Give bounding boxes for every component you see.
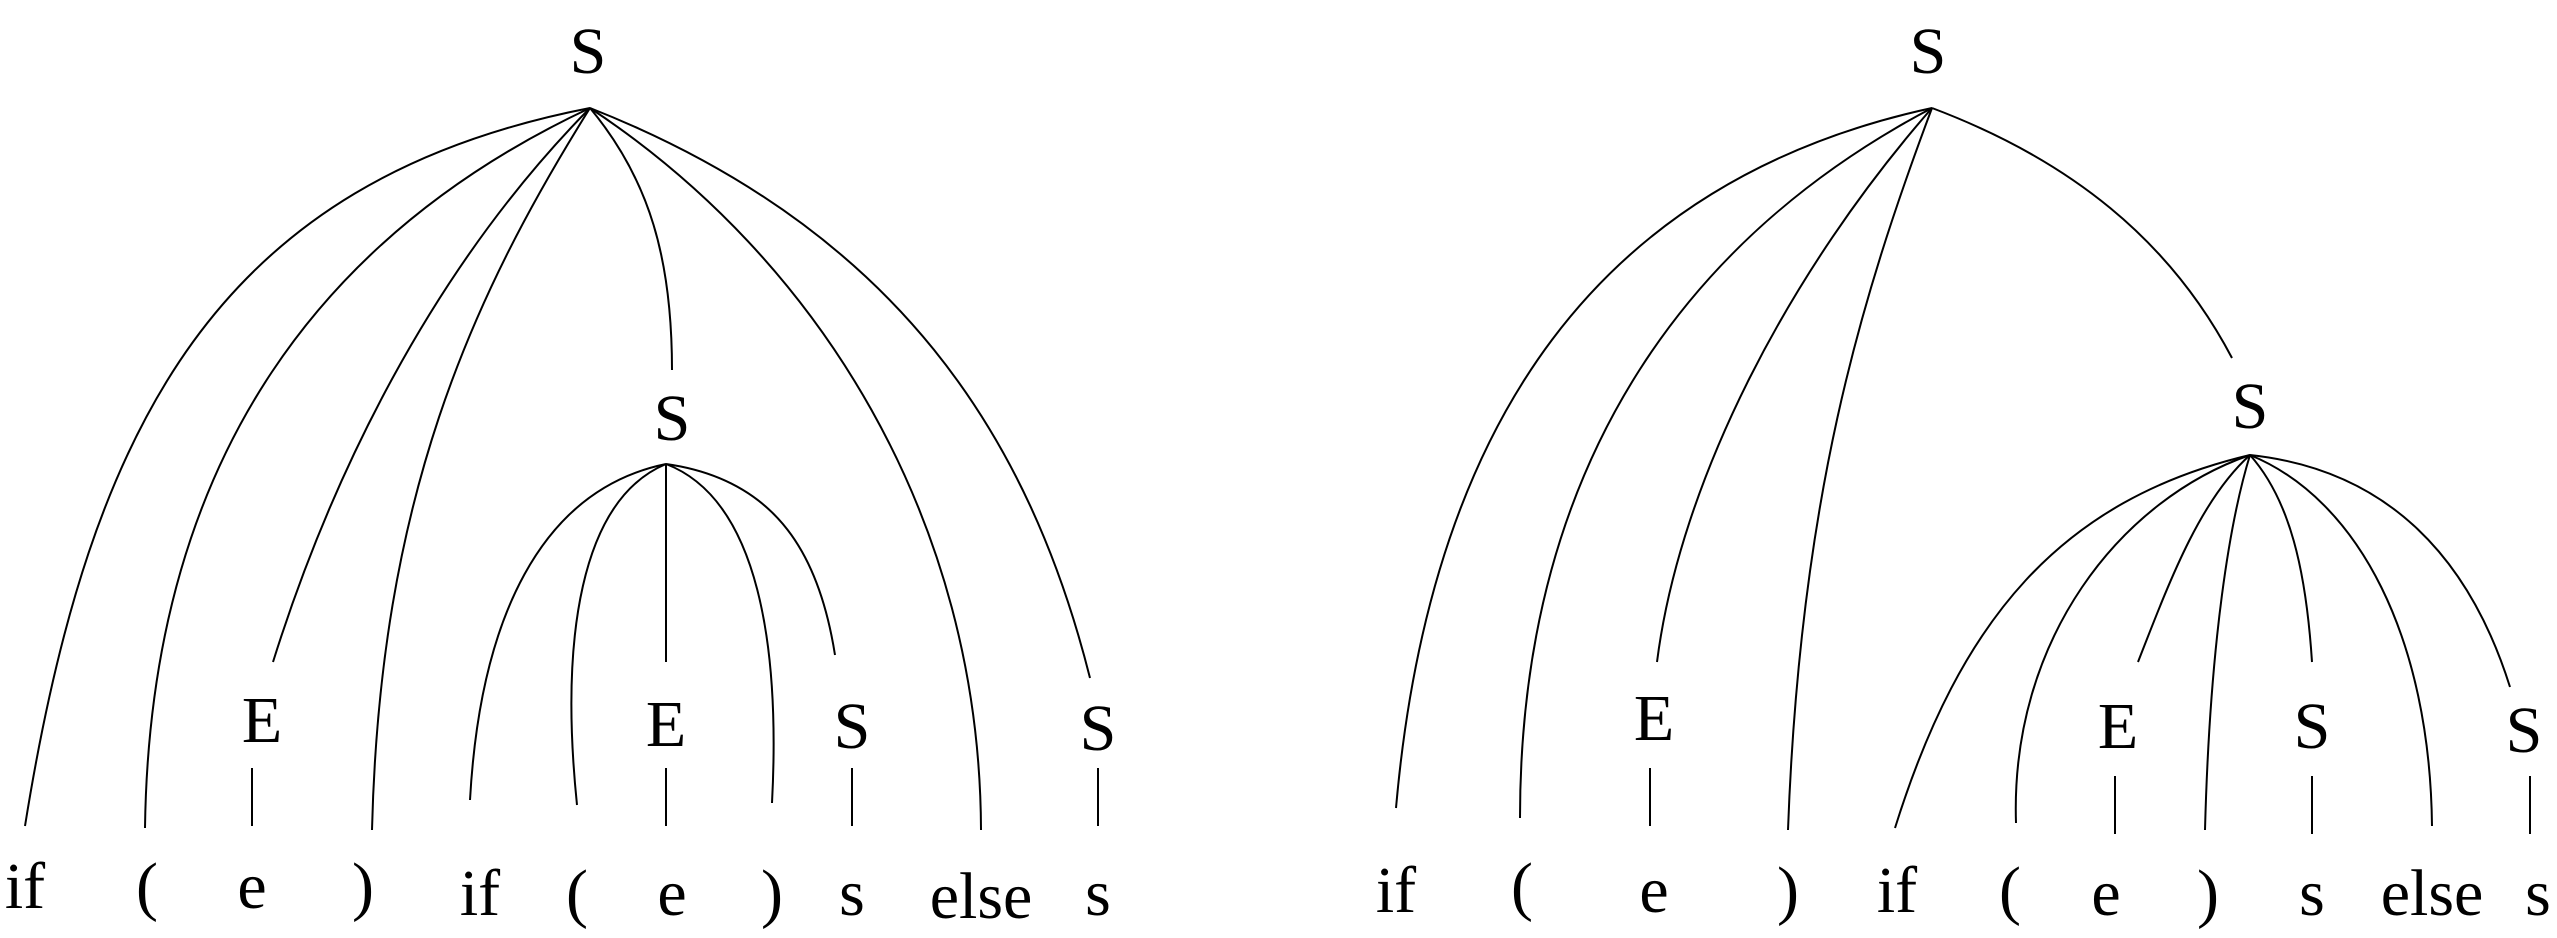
edge — [1894, 454, 2251, 829]
e-label: E — [646, 688, 686, 761]
token-rparen: ) — [761, 857, 783, 930]
token-if: if — [1877, 854, 1917, 927]
edge — [589, 107, 982, 831]
token-lparen: ( — [136, 850, 158, 923]
edge — [24, 107, 591, 827]
edge — [272, 107, 591, 663]
token-e: e — [657, 857, 686, 930]
root-s-label: S — [570, 15, 607, 88]
token-s: s — [839, 857, 865, 930]
edge — [2014, 454, 2251, 824]
token-e: e — [2091, 857, 2120, 930]
token-rparen: ) — [352, 850, 374, 923]
token-rparen: ) — [1777, 854, 1799, 927]
edge — [2204, 454, 2251, 831]
s-label: S — [2506, 694, 2543, 767]
root-s-label: S — [1910, 15, 1947, 88]
edge — [2249, 454, 2433, 827]
e-label: E — [242, 684, 282, 757]
s-label: S — [2294, 690, 2331, 763]
token-else: else — [2381, 857, 2484, 930]
token-lparen: ( — [1999, 854, 2021, 927]
token-lparen: ( — [566, 857, 588, 930]
token-if: if — [5, 850, 45, 923]
token-lparen: ( — [1511, 850, 1533, 923]
edge — [665, 463, 775, 804]
token-e: e — [1639, 854, 1668, 927]
token-s: s — [2299, 857, 2325, 930]
edge — [2137, 454, 2251, 663]
edge — [589, 107, 1091, 679]
s-label: S — [1080, 692, 1117, 765]
edge — [144, 107, 591, 829]
edge — [2249, 454, 2313, 663]
token-e: e — [237, 850, 266, 923]
edge — [469, 463, 667, 801]
token-if: if — [460, 857, 500, 930]
edge — [2249, 454, 2511, 688]
edge — [1787, 107, 1933, 831]
token-rparen: ) — [2197, 857, 2219, 930]
token-s: s — [2525, 857, 2551, 930]
token-s: s — [1085, 857, 1111, 930]
token-else: else — [930, 860, 1033, 933]
edge — [1395, 107, 1933, 809]
inner-s-label: S — [654, 382, 691, 455]
edge — [665, 463, 836, 656]
e-label: E — [2098, 690, 2138, 763]
edge — [1931, 107, 2233, 359]
s-label: S — [834, 690, 871, 763]
edge — [570, 463, 667, 806]
e-label: E — [1634, 682, 1674, 755]
token-if: if — [1376, 854, 1416, 927]
edge — [371, 107, 591, 831]
inner-s-label: S — [2232, 370, 2269, 443]
right-parse-tree: S S E E S S if ( e ) if ( e ) s else s — [1376, 15, 2551, 930]
left-parse-tree: S S E E S S if ( e ) if ( e ) s else s — [5, 15, 1117, 933]
edge — [1656, 107, 1933, 663]
edge — [1519, 107, 1933, 819]
edge — [589, 107, 673, 371]
